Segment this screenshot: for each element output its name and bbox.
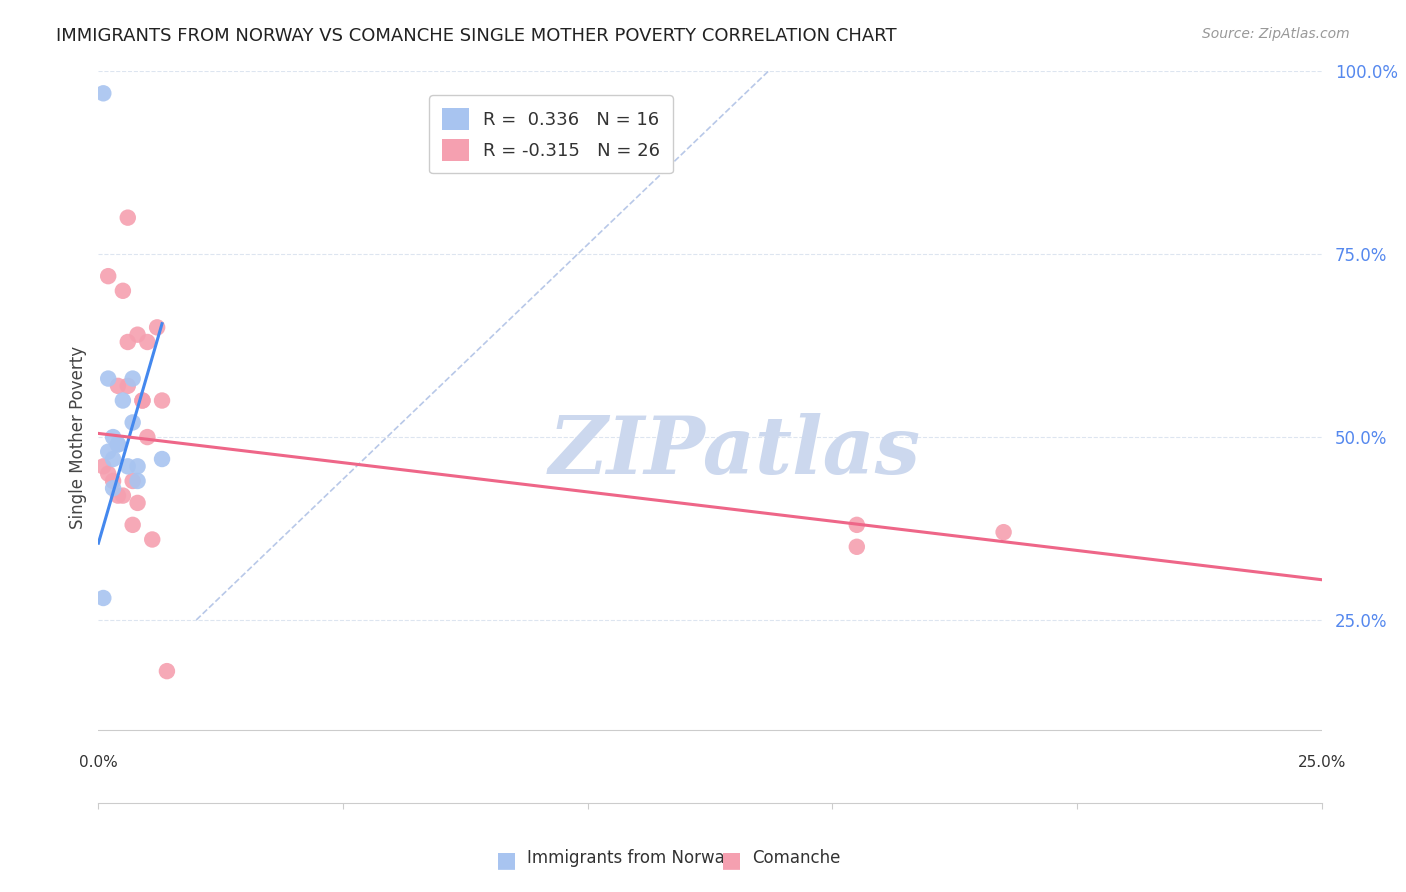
Point: [107, 379, 129, 393]
Text: ■: ■: [496, 850, 516, 870]
Point: [141, 533, 163, 547]
Point: [117, 379, 139, 393]
Text: IMMIGRANTS FROM NORWAY VS COMANCHE SINGLE MOTHER POVERTY CORRELATION CHART: IMMIGRANTS FROM NORWAY VS COMANCHE SINGL…: [56, 27, 897, 45]
Point: [101, 481, 124, 495]
Text: ZIPatlas: ZIPatlas: [548, 413, 921, 491]
Point: [101, 452, 124, 467]
Point: [993, 525, 1015, 540]
Point: [131, 393, 153, 408]
Point: [150, 452, 173, 467]
Point: [136, 430, 159, 444]
Point: [97, 444, 120, 458]
Point: [146, 320, 169, 334]
Point: [127, 327, 149, 342]
Point: [111, 489, 134, 503]
Point: [91, 591, 114, 605]
Point: [117, 211, 139, 225]
Text: ■: ■: [721, 850, 741, 870]
Y-axis label: Single Mother Poverty: Single Mother Poverty: [69, 345, 87, 529]
Point: [121, 517, 143, 532]
Point: [91, 87, 114, 101]
Point: [845, 517, 868, 532]
Point: [845, 540, 868, 554]
Point: [121, 371, 143, 385]
Point: [101, 430, 124, 444]
Point: [111, 393, 134, 408]
Point: [150, 393, 173, 408]
Legend: R =  0.336   N = 16, R = -0.315   N = 26: R = 0.336 N = 16, R = -0.315 N = 26: [429, 95, 673, 173]
Point: [117, 334, 139, 349]
Point: [107, 437, 129, 451]
Text: Source: ZipAtlas.com: Source: ZipAtlas.com: [1202, 27, 1350, 41]
Point: [91, 459, 114, 474]
Point: [121, 416, 143, 430]
Point: [131, 393, 153, 408]
Text: Immigrants from Norway: Immigrants from Norway: [527, 849, 735, 867]
Point: [97, 371, 120, 385]
Text: 25.0%: 25.0%: [1298, 755, 1346, 770]
Point: [136, 334, 159, 349]
Text: Comanche: Comanche: [752, 849, 841, 867]
Point: [127, 459, 149, 474]
Point: [121, 474, 143, 488]
Point: [107, 437, 129, 451]
Point: [97, 269, 120, 284]
Point: [127, 474, 149, 488]
Point: [111, 284, 134, 298]
Point: [101, 474, 124, 488]
Point: [156, 664, 179, 678]
Point: [117, 459, 139, 474]
Point: [107, 489, 129, 503]
Point: [127, 496, 149, 510]
Text: 0.0%: 0.0%: [79, 755, 118, 770]
Point: [97, 467, 120, 481]
